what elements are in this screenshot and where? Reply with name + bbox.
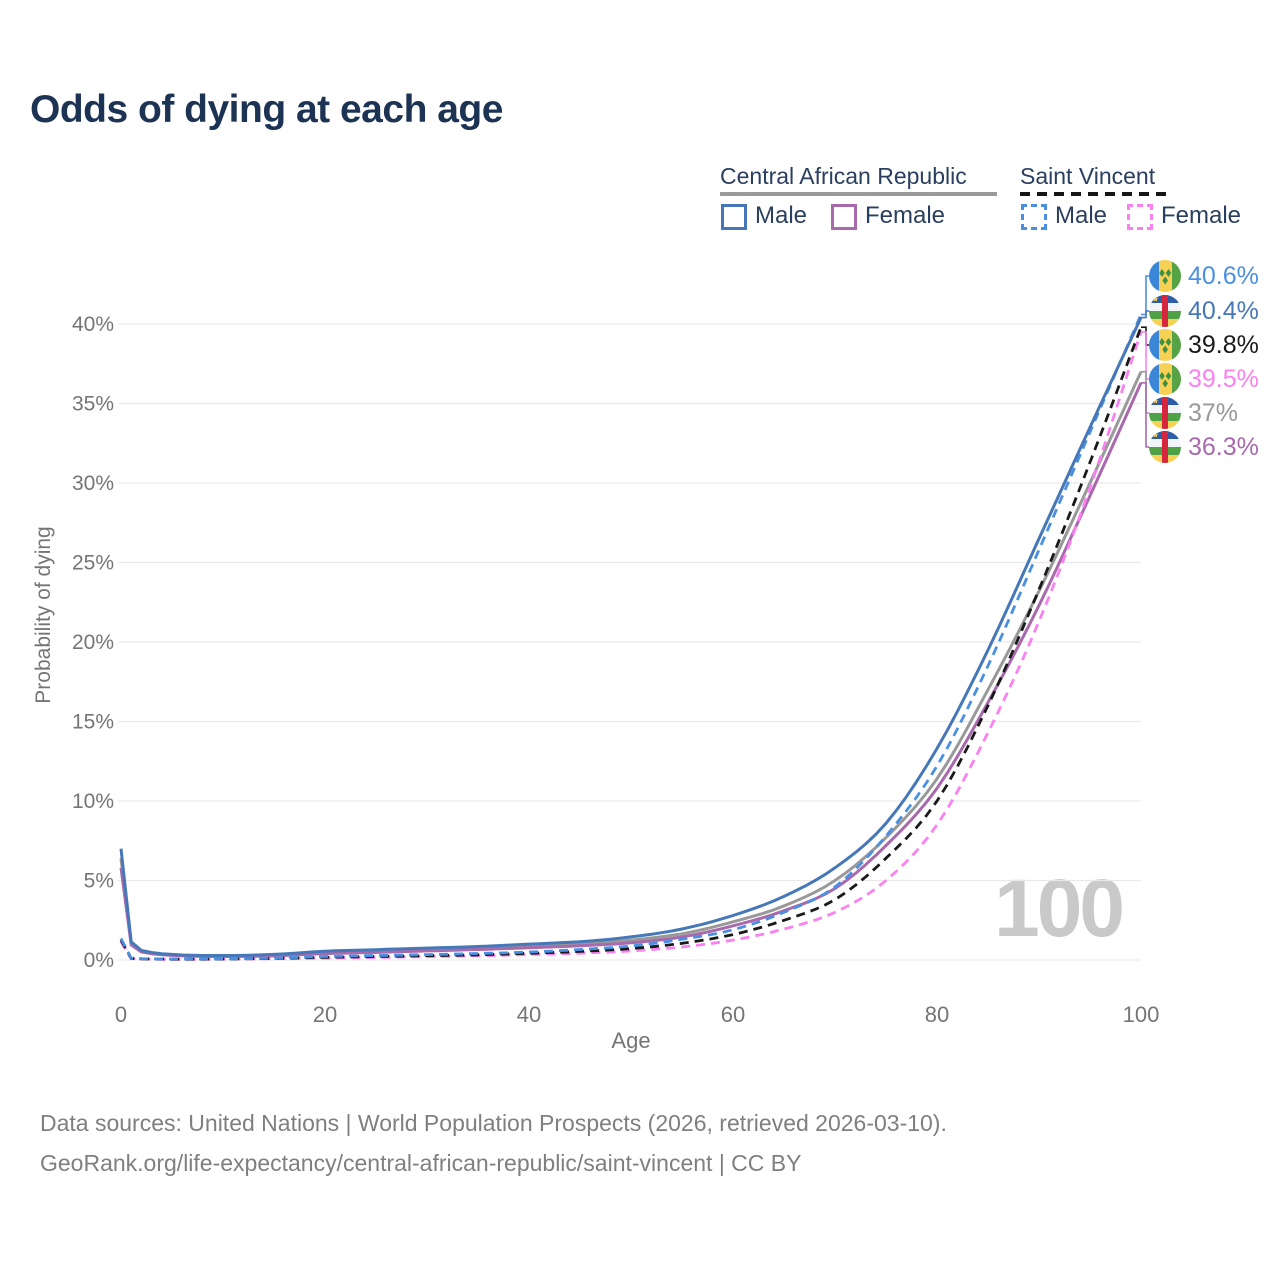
series-line-car_female[interactable] xyxy=(119,382,1143,958)
x-tick-label: 100 xyxy=(1123,1002,1160,1027)
y-tick-label: 5% xyxy=(84,870,114,893)
footer-attribution-link[interactable]: GeoRank.org/life-expectancy/central-afri… xyxy=(40,1150,802,1176)
end-label-row-car-male: 40.4% xyxy=(1149,294,1259,328)
end-label-row-sv-female: 39.5% xyxy=(1149,362,1259,396)
end-label-value: 40.6% xyxy=(1188,261,1259,290)
legend-label-car-male[interactable]: Male xyxy=(755,202,808,229)
legend-swatch-sv-female[interactable] xyxy=(1127,204,1153,230)
leader-line-sv_male xyxy=(1141,275,1150,316)
central-african-republic-flag-icon xyxy=(1149,397,1181,429)
saint-vincent-flag-icon xyxy=(1149,363,1181,395)
y-tick-label: 20% xyxy=(72,631,114,654)
y-tick-label: 40% xyxy=(72,313,114,336)
leader-line-car_male xyxy=(1141,310,1150,319)
legend-label-sv-male[interactable]: Male xyxy=(1055,202,1108,229)
x-tick-label: 0 xyxy=(115,1002,127,1027)
end-label-value: 37% xyxy=(1188,398,1239,427)
series-line-sv_total[interactable] xyxy=(119,326,1143,961)
series-line-sv_male[interactable] xyxy=(119,313,1143,961)
x-axis-title: Age xyxy=(611,1028,651,1053)
y-tick-label: 10% xyxy=(72,790,114,813)
legend-swatch-car-female[interactable] xyxy=(831,204,857,230)
end-label-row-sv-total: 39.8% xyxy=(1149,328,1259,362)
series-line-sv_female[interactable] xyxy=(119,331,1143,961)
saint-vincent-flag-icon xyxy=(1149,329,1181,361)
x-tick-label: 80 xyxy=(925,1002,949,1027)
end-label-value: 40.4% xyxy=(1188,296,1259,325)
legend-group-car: Central African Republic xyxy=(720,163,967,190)
leader-line-sv_female xyxy=(1141,331,1150,380)
y-tick-label: 35% xyxy=(72,393,114,416)
footer-data-sources: Data sources: United Nations | World Pop… xyxy=(40,1110,947,1136)
end-label-value: 39.5% xyxy=(1188,364,1259,393)
y-tick-label: 30% xyxy=(72,472,114,495)
x-tick-label: 20 xyxy=(313,1002,337,1027)
age-watermark: 100 xyxy=(994,863,1125,954)
series-line-car_male[interactable] xyxy=(119,316,1143,957)
end-label-value: 39.8% xyxy=(1188,330,1259,359)
end-label-row-car-total: 37% xyxy=(1149,396,1238,430)
x-tick-label: 60 xyxy=(721,1002,745,1027)
legend-swatch-sv-male[interactable] xyxy=(1021,204,1047,230)
y-tick-label: 0% xyxy=(84,949,114,972)
legend-label-sv-female[interactable]: Female xyxy=(1161,202,1242,229)
legend-group-sv: Saint Vincent xyxy=(1020,163,1155,190)
y-tick-label: 25% xyxy=(72,552,114,575)
end-label-row-sv-male: 40.6% xyxy=(1149,259,1259,293)
legend-car-underline-solid xyxy=(720,192,997,196)
central-african-republic-flag-icon xyxy=(1149,295,1181,327)
legend-car-title[interactable]: Central African Republic xyxy=(720,163,967,189)
saint-vincent-flag-icon xyxy=(1149,260,1181,292)
x-tick-label: 40 xyxy=(517,1002,541,1027)
legend-sv-title[interactable]: Saint Vincent xyxy=(1020,163,1156,189)
end-label-value: 36.3% xyxy=(1188,432,1259,461)
y-tick-label: 15% xyxy=(72,711,114,734)
end-label-row-car-female: 36.3% xyxy=(1149,430,1259,464)
page-title: Odds of dying at each age xyxy=(30,88,503,131)
legend-swatch-car-male[interactable] xyxy=(721,204,747,230)
leader-line-car_female xyxy=(1141,382,1150,448)
legend-sv-underline-dashed xyxy=(1020,192,1172,196)
central-african-republic-flag-icon xyxy=(1149,431,1181,463)
legend-label-car-female[interactable]: Female xyxy=(865,202,946,229)
